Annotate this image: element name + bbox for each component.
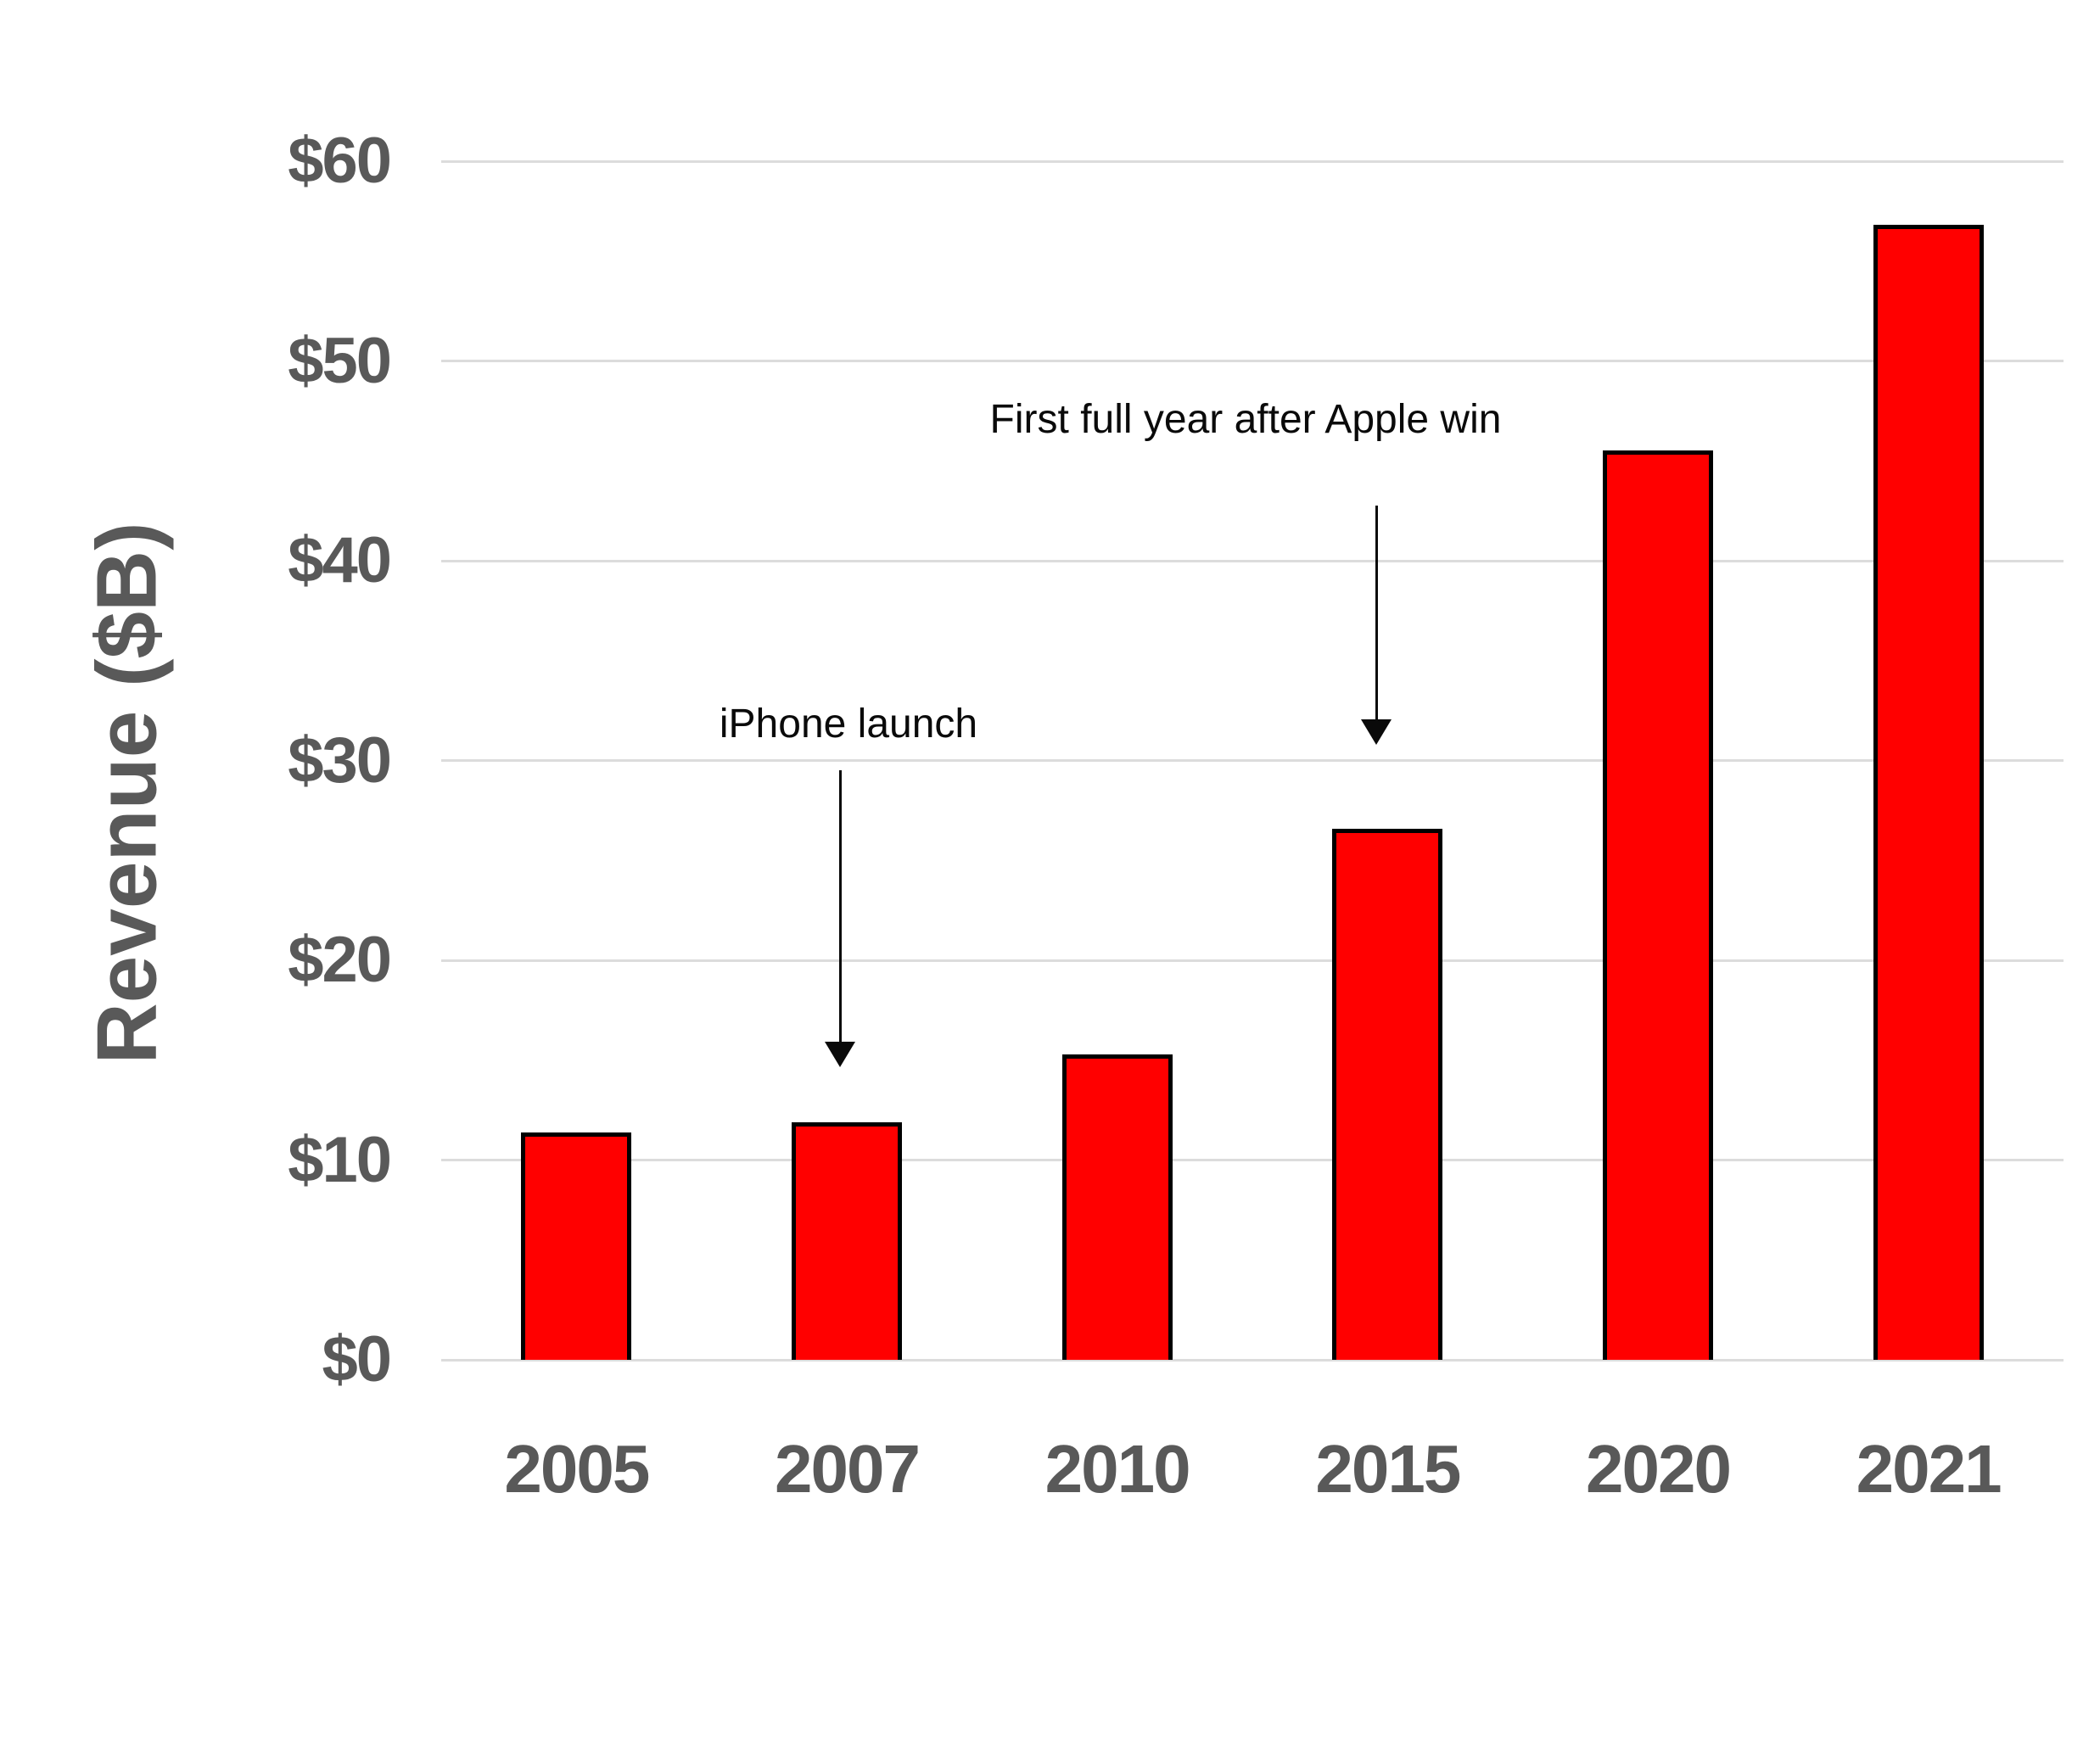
annotation-text-first-full-year-after-apple-win: First full year after Apple win (989, 397, 1502, 442)
gridline-$40 (441, 559, 2064, 562)
gridline-$10 (441, 1159, 2064, 1161)
annotation-arrow-line-first-full-year-after-apple-win (1375, 506, 1378, 721)
bar-2020 (1603, 450, 1713, 1360)
gridline-$60 (441, 159, 2064, 163)
x-tick-label-2005: 2005 (504, 1431, 650, 1507)
bar-2010 (1061, 1054, 1173, 1360)
y-tick-label-$10: $10 (288, 1123, 392, 1196)
bar-2007 (792, 1121, 902, 1360)
bar-2005 (521, 1132, 632, 1360)
bar-2021 (1873, 225, 1984, 1360)
y-tick-label-$50: $50 (288, 324, 392, 397)
x-tick-label-2015: 2015 (1315, 1431, 1461, 1507)
x-tick-label-2021: 2021 (1856, 1431, 2002, 1507)
annotation-arrow-line-iphone-launch (838, 770, 842, 1043)
gridline-$50 (441, 360, 2064, 362)
gridline-$0 (441, 1358, 2064, 1362)
x-tick-label-2020: 2020 (1586, 1431, 1732, 1507)
y-tick-label-$20: $20 (288, 924, 392, 996)
y-tick-label-$40: $40 (288, 524, 392, 596)
bar-2015 (1332, 828, 1443, 1360)
annotation-arrow-head-first-full-year-after-apple-win (1361, 719, 1392, 745)
x-tick-label-2010: 2010 (1044, 1431, 1191, 1507)
x-tick-label-2007: 2007 (775, 1431, 921, 1507)
annotation-text-iphone-launch: iPhone launch (719, 702, 978, 746)
gridline-$30 (441, 759, 2064, 762)
y-tick-label-$60: $60 (288, 125, 392, 197)
gridline-$20 (441, 959, 2064, 962)
annotation-arrow-head-iphone-launch (825, 1042, 855, 1067)
y-tick-label-$0: $0 (322, 1323, 392, 1395)
y-tick-label-$30: $30 (288, 724, 392, 797)
